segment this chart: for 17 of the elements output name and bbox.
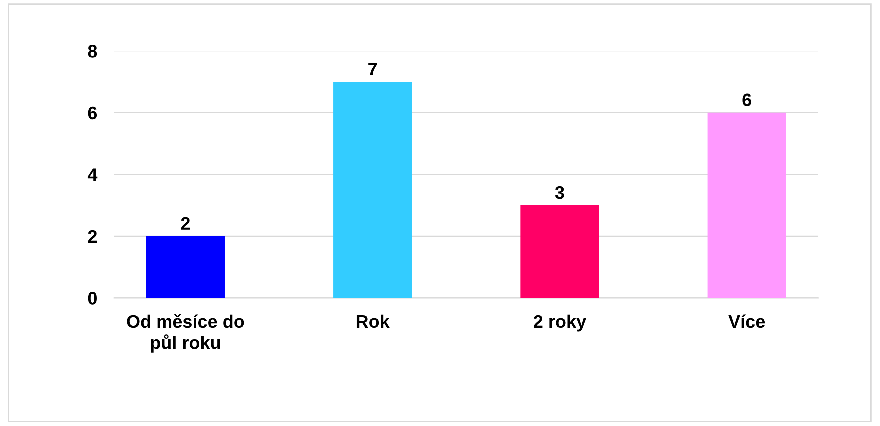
y-tick-label: 6 [88, 106, 98, 120]
y-tick-label: 0 [88, 292, 97, 305]
data-label: 3 [555, 186, 564, 200]
bar [708, 112, 786, 298]
y-tick-label: 8 [88, 45, 98, 58]
x-tick-label: Rok [356, 314, 390, 328]
bar [146, 236, 225, 298]
data-label: 2 [181, 217, 190, 230]
y-tick-label: 4 [88, 168, 98, 182]
x-tick-label: Více [728, 314, 766, 328]
x-tick-label: Od měsíce do půl roku [127, 314, 244, 353]
x-tick-label: 2 roky [534, 314, 586, 332]
y-tick-label: 2 [88, 230, 98, 243]
data-label: 7 [368, 63, 378, 76]
bar [334, 82, 412, 298]
bar [520, 206, 600, 298]
data-label: 6 [742, 94, 752, 107]
